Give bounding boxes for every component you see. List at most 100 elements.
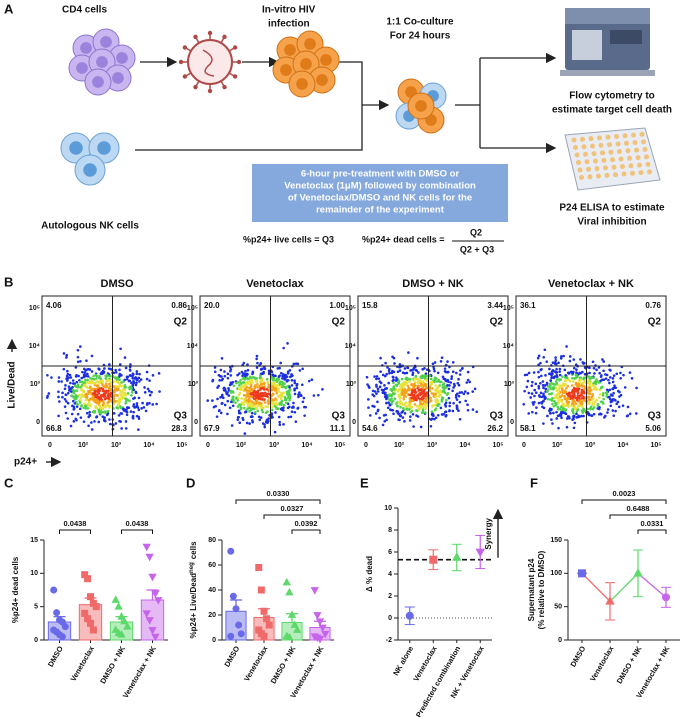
event-dot bbox=[424, 387, 428, 390]
event-dot bbox=[61, 391, 64, 395]
event-dot bbox=[99, 377, 103, 380]
event-dot bbox=[602, 397, 605, 401]
event-dot bbox=[293, 379, 296, 382]
event-dot bbox=[226, 376, 230, 380]
event-dot bbox=[124, 385, 127, 389]
y-tick-label: 50 bbox=[554, 604, 562, 611]
event-dot bbox=[246, 368, 250, 372]
event-dot bbox=[292, 401, 295, 405]
event-dot bbox=[576, 387, 580, 390]
event-dot bbox=[425, 400, 429, 404]
virus-label: infection bbox=[268, 19, 310, 30]
elisa-label: P24 ELISA to estimate bbox=[559, 203, 665, 214]
event-dot bbox=[106, 379, 109, 382]
cell-nucleus bbox=[80, 42, 92, 54]
event-dot bbox=[64, 411, 68, 415]
event-dot bbox=[602, 360, 606, 363]
event-dot bbox=[307, 379, 311, 383]
event-dot bbox=[376, 387, 380, 391]
event-dot bbox=[589, 389, 593, 392]
plate-well bbox=[588, 136, 594, 142]
event-dot bbox=[132, 381, 136, 385]
event-dot bbox=[278, 366, 281, 370]
event-dot bbox=[445, 379, 448, 383]
event-dot bbox=[114, 368, 117, 372]
event-dot bbox=[378, 416, 381, 420]
event-dot bbox=[116, 387, 120, 391]
event-dot bbox=[570, 404, 574, 408]
event-dot bbox=[466, 378, 470, 382]
event-dot bbox=[133, 396, 137, 400]
event-dot bbox=[259, 362, 262, 365]
event-dot bbox=[279, 397, 283, 401]
event-dot bbox=[131, 376, 135, 380]
event-dot bbox=[290, 384, 294, 387]
event-dot bbox=[249, 408, 253, 412]
event-dot bbox=[466, 391, 470, 395]
event-dot bbox=[73, 402, 77, 405]
event-dot bbox=[403, 371, 407, 375]
event-dot bbox=[387, 369, 391, 373]
event-dot bbox=[408, 380, 411, 383]
event-dot bbox=[244, 389, 248, 392]
event-dot bbox=[275, 403, 279, 407]
virus-spike-tip bbox=[182, 74, 188, 79]
event-dot bbox=[396, 390, 400, 393]
event-dot bbox=[288, 393, 292, 397]
event-dot bbox=[387, 393, 391, 396]
event-dot bbox=[127, 406, 131, 409]
event-dot bbox=[555, 373, 559, 377]
data-point bbox=[285, 632, 294, 641]
x-tick-label: 10³ bbox=[585, 442, 596, 449]
event-dot bbox=[570, 396, 573, 400]
event-dot bbox=[527, 412, 531, 415]
event-dot bbox=[610, 398, 613, 402]
event-dot bbox=[112, 388, 116, 392]
event-dot bbox=[451, 409, 455, 413]
event-dot bbox=[398, 363, 402, 366]
cell-nucleus bbox=[76, 62, 88, 74]
event-dot bbox=[523, 389, 526, 393]
event-dot bbox=[392, 386, 395, 389]
event-dot bbox=[580, 409, 584, 413]
event-dot bbox=[555, 367, 558, 371]
event-dot bbox=[430, 392, 434, 395]
event-dot bbox=[246, 389, 250, 392]
y-axis-label: %p24+ Live/Deadneg cells bbox=[189, 541, 199, 639]
event-dot bbox=[219, 396, 222, 399]
event-dot bbox=[366, 383, 369, 386]
event-dot bbox=[391, 408, 395, 412]
plot-title: DMSO bbox=[101, 278, 134, 290]
event-dot bbox=[537, 401, 541, 405]
event-dot bbox=[525, 373, 529, 377]
event-dot bbox=[220, 357, 224, 360]
plate-well bbox=[625, 148, 631, 154]
data-point bbox=[145, 553, 154, 562]
event-dot bbox=[440, 413, 444, 416]
event-dot bbox=[561, 388, 564, 392]
event-dot bbox=[522, 402, 526, 406]
event-dot bbox=[287, 395, 291, 399]
event-dot bbox=[279, 361, 283, 365]
event-dot bbox=[550, 381, 553, 385]
event-dot bbox=[548, 409, 551, 413]
event-dot bbox=[223, 403, 227, 407]
event-dot bbox=[562, 383, 566, 387]
event-dot bbox=[378, 385, 382, 389]
event-dot bbox=[70, 394, 74, 398]
event-dot bbox=[556, 405, 560, 409]
event-dot bbox=[290, 373, 293, 376]
event-dot bbox=[87, 415, 91, 419]
event-dot bbox=[598, 371, 601, 375]
quadrant-value: 0.76 bbox=[645, 301, 661, 310]
event-dot bbox=[592, 412, 596, 416]
plate-well bbox=[591, 151, 597, 157]
x-tick-label: 10² bbox=[394, 442, 405, 449]
quadrant-value: 5.06 bbox=[645, 424, 661, 433]
event-dot bbox=[91, 395, 95, 398]
event-dot bbox=[411, 413, 415, 416]
event-dot bbox=[583, 399, 587, 402]
p-value: 0.0438 bbox=[126, 519, 149, 528]
event-dot bbox=[151, 403, 155, 406]
event-dot bbox=[572, 391, 576, 395]
